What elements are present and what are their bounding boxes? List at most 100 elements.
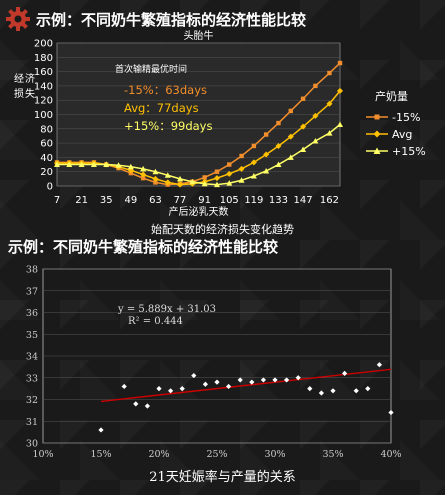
slide-title-top: 示例：不同奶牛繁殖指标的经济性能比较 <box>36 11 307 29</box>
data-point <box>164 172 171 178</box>
x-tick-label: 147 <box>294 195 313 206</box>
x-tick-label: 35 <box>100 195 113 206</box>
data-point <box>115 162 122 168</box>
data-point <box>214 169 220 174</box>
data-point <box>312 137 319 144</box>
data-point <box>250 159 257 166</box>
legend-title: 产奶量 <box>375 89 408 103</box>
trendline-equation: y = 5.889x + 31.03 <box>117 304 216 315</box>
chart-title: 头胎牛 <box>184 29 214 42</box>
data-point <box>191 372 197 379</box>
data-point <box>326 130 333 136</box>
data-point <box>313 83 318 89</box>
x-tick-label: 7 <box>54 195 60 206</box>
x-tick-label: 15% <box>90 449 111 460</box>
data-point <box>300 96 306 101</box>
data-point <box>78 161 85 168</box>
data-point <box>226 170 233 177</box>
slide-title-bottom: 示例：不同奶牛繁殖指标的经济性能比较 <box>8 238 279 256</box>
data-point <box>127 163 134 170</box>
data-point <box>365 386 371 392</box>
legend-label: Avg <box>392 128 412 141</box>
data-point <box>226 383 232 390</box>
data-point <box>260 377 266 383</box>
line-chart: 0 20 40 60 80 100 120 140 160 180 200 7 21 35 49 63 77 91… <box>14 29 426 218</box>
data-point <box>238 177 245 183</box>
y-tick-label: 32 <box>26 395 38 406</box>
data-point <box>250 172 257 179</box>
data-point <box>226 180 233 186</box>
data-point <box>272 377 278 383</box>
x-tick-label: 77 <box>174 195 187 206</box>
data-point <box>288 108 293 114</box>
data-point <box>227 162 232 167</box>
data-point <box>98 427 104 433</box>
data-point <box>140 165 147 172</box>
data-point <box>275 161 282 168</box>
data-point <box>337 87 343 94</box>
data-point <box>152 168 159 175</box>
data-point <box>275 142 282 149</box>
x-tick-label: 40% <box>380 449 401 460</box>
chart1-caption: 始配天数的经济损失变化趋势 <box>151 223 294 236</box>
x-tick-label: 35% <box>322 449 343 460</box>
y-tick-label: 33 <box>26 373 38 384</box>
trendline <box>100 368 392 403</box>
data-point <box>213 175 220 182</box>
data-point <box>140 171 147 178</box>
data-point <box>201 180 208 187</box>
x-axis-label: 产后泌乳天数 <box>169 205 229 218</box>
data-point <box>152 175 159 182</box>
data-point <box>337 60 343 66</box>
data-point <box>168 388 174 394</box>
annotation-text: Avg：77days <box>124 101 199 115</box>
y-tick-label: 160 <box>34 67 53 78</box>
data-point <box>376 362 382 368</box>
data-point <box>202 381 208 387</box>
y-tick-label: 38 <box>26 265 38 276</box>
data-point <box>189 178 196 185</box>
x-tick-label: 20% <box>148 449 169 460</box>
x-tick-label: 10% <box>32 449 53 460</box>
data-point <box>177 181 184 188</box>
annotation-title: 首次输精最优时间 <box>115 63 187 75</box>
gear-icon <box>6 7 30 31</box>
legend-label: -15% <box>392 111 420 124</box>
data-point <box>342 370 348 376</box>
legend-marker <box>374 114 380 120</box>
data-point <box>300 146 307 153</box>
data-point <box>140 175 146 181</box>
data-point <box>300 123 307 130</box>
y-tick-label: 30 <box>26 439 38 450</box>
y-tick-label: 60 <box>40 139 53 150</box>
r-squared-label: R² = 0.444 <box>128 316 183 327</box>
data-point <box>156 386 162 392</box>
data-point <box>66 161 73 168</box>
data-point <box>284 377 290 383</box>
y-tick-label: 37 <box>26 286 38 297</box>
data-point <box>239 153 244 159</box>
data-point <box>213 181 220 188</box>
data-point <box>312 112 319 119</box>
data-point <box>249 379 255 385</box>
legend-marker <box>373 147 381 154</box>
x-tick-label: 30% <box>264 449 285 460</box>
chart2-caption: 21天妊娠率与产量的关系 <box>149 470 296 485</box>
y-tick-label: 200 <box>34 39 53 50</box>
data-point <box>263 151 270 158</box>
y-tick-label: 40 <box>40 153 53 164</box>
data-point <box>276 120 281 126</box>
data-point <box>133 401 139 407</box>
legend-marker <box>373 130 381 138</box>
data-point <box>326 100 333 107</box>
annotation-text: +15%：99days <box>124 119 212 133</box>
data-point <box>287 133 294 140</box>
y-tick-label: 0 <box>47 182 53 193</box>
data-point <box>251 143 257 149</box>
y-axis-label: 经济损失 <box>14 72 35 100</box>
data-point <box>103 161 110 168</box>
x-tick-label: 162 <box>320 195 339 206</box>
y-tick-label: 80 <box>40 124 53 135</box>
data-point <box>144 403 150 409</box>
x-tick-label: 49 <box>124 195 137 206</box>
